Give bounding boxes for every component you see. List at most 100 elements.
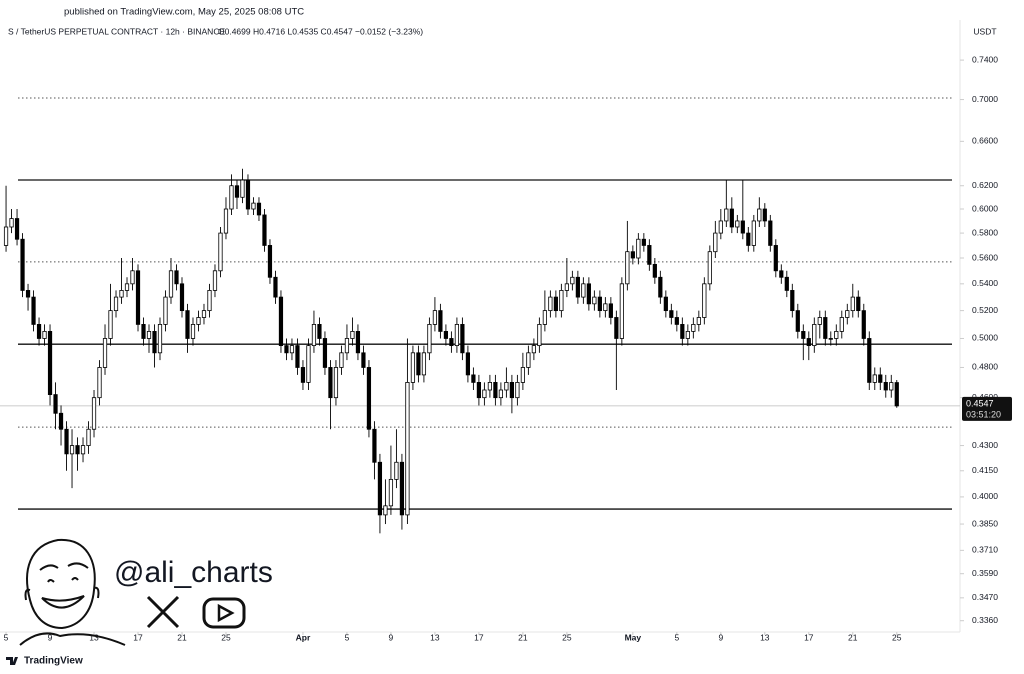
candle-body xyxy=(234,185,240,198)
y-tick-label: 0.6200 xyxy=(972,180,998,190)
candle-body xyxy=(493,382,498,399)
y-tick-label: 0.5200 xyxy=(972,305,998,315)
candle-body xyxy=(361,352,366,368)
candle-body xyxy=(9,218,14,228)
candle-body xyxy=(471,374,476,383)
x-tick-label: 5 xyxy=(4,632,9,642)
candle-body xyxy=(779,270,784,278)
candle-body xyxy=(328,367,333,399)
x-tick-label: May xyxy=(625,632,642,642)
candle-body xyxy=(872,374,877,383)
candle-body xyxy=(344,338,350,354)
candle-body xyxy=(212,270,218,291)
tradingview-logo xyxy=(6,657,18,665)
candle-body xyxy=(135,270,141,325)
candle-body xyxy=(812,324,817,347)
candle-body xyxy=(223,208,229,234)
last-price-label: 0.4547 xyxy=(966,398,994,408)
candle-body xyxy=(553,296,558,312)
candle-body xyxy=(124,283,130,291)
candle-body xyxy=(894,382,899,407)
candle-body xyxy=(658,276,663,298)
candle-body xyxy=(273,276,278,298)
candle-body xyxy=(278,296,284,347)
candle-body xyxy=(647,245,652,265)
plot-area: 0.7400 0.7000 0.6600 0.6200 0.6000 0.5800 0.56… xyxy=(0,54,998,642)
y-tick-label: 0.4300 xyxy=(972,440,998,450)
x-tick-label: Apr xyxy=(296,632,311,642)
candle-body xyxy=(707,251,712,285)
y-tick-label: 0.5600 xyxy=(972,252,998,262)
watermark-handle: @ali_charts xyxy=(114,556,273,589)
y-tick-label: 0.7000 xyxy=(972,94,998,104)
candle-body xyxy=(537,324,542,347)
candle-body xyxy=(784,276,789,291)
candle-body xyxy=(592,296,597,305)
candle-body xyxy=(388,478,394,507)
candle-body xyxy=(20,238,25,291)
candle-body xyxy=(449,338,454,347)
currency: USDT xyxy=(973,26,996,36)
candle-body xyxy=(421,352,427,376)
candle-body xyxy=(42,331,47,339)
candle-body xyxy=(130,270,135,285)
candle-body xyxy=(14,218,20,240)
candle-body xyxy=(702,283,707,318)
x-tick-label: 21 xyxy=(177,632,187,642)
y-tick-label: 0.3590 xyxy=(972,568,998,578)
candle-body xyxy=(509,382,514,399)
x-tick-label: 17 xyxy=(474,632,484,642)
candle-body xyxy=(36,324,42,339)
candle-body xyxy=(146,331,152,339)
candle-body xyxy=(47,331,53,395)
candle-body xyxy=(53,394,58,414)
candle-body xyxy=(438,310,443,332)
candle-body xyxy=(163,296,168,325)
countdown-label: 03:51:20 xyxy=(966,409,1001,419)
candle-body xyxy=(240,179,245,198)
candle-body xyxy=(823,317,828,339)
candle-body xyxy=(603,303,608,312)
candle-body xyxy=(867,338,872,383)
x-tick-label: 13 xyxy=(430,632,440,642)
avatar xyxy=(19,538,126,646)
candle-body xyxy=(410,352,416,383)
candle-body xyxy=(746,232,751,246)
candle-body xyxy=(542,310,547,325)
candle-body xyxy=(405,382,410,516)
published-note: published on TradingView.com, May 25, 20… xyxy=(64,7,304,18)
candle-body xyxy=(377,461,383,516)
candle-body xyxy=(724,208,729,222)
candle-body xyxy=(641,238,646,246)
candle-body xyxy=(185,310,190,339)
candle-body xyxy=(383,505,388,516)
candle-body xyxy=(333,367,339,399)
candle-body xyxy=(520,367,525,383)
candle-body xyxy=(454,324,460,347)
candle-body xyxy=(317,324,322,339)
x-tick-label: 9 xyxy=(48,632,53,642)
candle-body xyxy=(806,338,811,347)
candle-body xyxy=(355,331,361,354)
y-tick-label: 0.5000 xyxy=(972,333,998,343)
candle-body xyxy=(889,382,894,391)
candle-body xyxy=(608,303,613,318)
candle-body xyxy=(839,317,844,332)
candle-body xyxy=(152,331,157,354)
y-tick-label: 0.4000 xyxy=(972,491,998,501)
candle-body xyxy=(861,310,866,339)
candle-body xyxy=(652,263,657,278)
candle-body xyxy=(366,367,372,430)
y-tick-label: 0.7400 xyxy=(972,54,998,64)
candle-body xyxy=(691,324,696,332)
candle-body xyxy=(311,324,317,347)
candle-body xyxy=(91,397,97,430)
candle-body xyxy=(526,352,531,368)
candle-body xyxy=(25,290,31,298)
symbol-title: S / TetherUS PERPETUAL CONTRACT · 12h · … xyxy=(8,26,225,36)
candle-body xyxy=(168,270,174,298)
brand: TradingView xyxy=(24,656,83,667)
candle-body xyxy=(113,296,119,312)
candle-body xyxy=(883,382,888,391)
candle-body xyxy=(174,270,179,285)
